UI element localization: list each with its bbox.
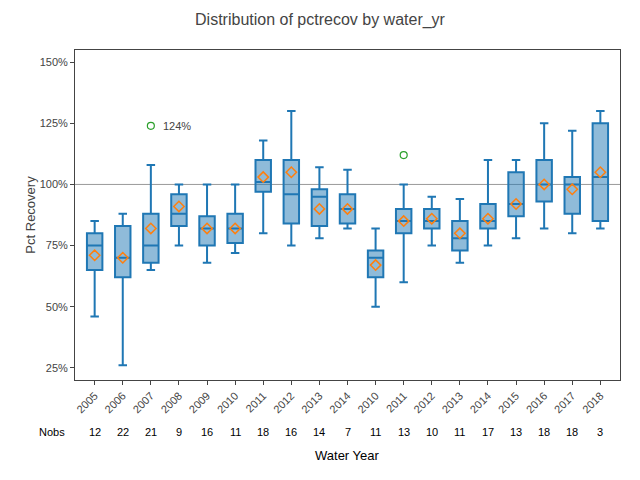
svg-text:12: 12 [89, 426, 101, 438]
svg-text:100%: 100% [40, 178, 68, 190]
svg-text:2015: 2015 [496, 390, 522, 416]
svg-text:2006: 2006 [102, 390, 128, 416]
svg-text:22: 22 [117, 426, 129, 438]
svg-text:2011: 2011 [243, 390, 268, 415]
svg-text:2013: 2013 [439, 390, 465, 416]
svg-text:150%: 150% [40, 56, 68, 68]
svg-text:2017: 2017 [552, 390, 578, 416]
svg-text:7: 7 [345, 426, 351, 438]
svg-text:2007: 2007 [130, 390, 156, 416]
svg-text:14: 14 [313, 426, 325, 438]
svg-text:21: 21 [145, 426, 157, 438]
svg-text:25%: 25% [46, 362, 68, 374]
svg-text:10: 10 [426, 426, 438, 438]
svg-text:125%: 125% [40, 117, 68, 129]
svg-text:11: 11 [370, 426, 381, 438]
svg-text:2010: 2010 [215, 390, 241, 416]
svg-text:2009: 2009 [187, 390, 213, 416]
svg-text:2011: 2011 [384, 390, 409, 415]
svg-text:2008: 2008 [158, 390, 184, 416]
svg-text:50%: 50% [46, 301, 68, 313]
svg-text:75%: 75% [46, 239, 68, 251]
svg-text:2012: 2012 [271, 390, 297, 416]
svg-text:17: 17 [482, 426, 494, 438]
svg-text:16: 16 [201, 426, 213, 438]
svg-text:9: 9 [176, 426, 182, 438]
svg-text:2010: 2010 [355, 390, 381, 416]
svg-text:11: 11 [454, 426, 465, 438]
svg-text:2005: 2005 [74, 390, 100, 416]
svg-text:3: 3 [597, 426, 603, 438]
svg-text:Distribution of pctrecov by wa: Distribution of pctrecov by water_yr [195, 11, 446, 29]
svg-text:13: 13 [510, 426, 522, 438]
svg-text:124%: 124% [163, 120, 191, 132]
svg-text:2013: 2013 [299, 390, 325, 416]
svg-text:Pct Recovery: Pct Recovery [23, 176, 38, 254]
svg-text:2014: 2014 [467, 390, 493, 416]
svg-text:Nobs: Nobs [39, 426, 65, 438]
svg-text:18: 18 [566, 426, 578, 438]
svg-text:Water Year: Water Year [315, 448, 380, 463]
svg-text:16: 16 [285, 426, 297, 438]
svg-text:2018: 2018 [580, 390, 606, 416]
svg-text:2016: 2016 [524, 390, 550, 416]
svg-text:11: 11 [230, 426, 241, 438]
svg-text:2014: 2014 [327, 390, 353, 416]
svg-text:18: 18 [538, 426, 550, 438]
svg-text:2012: 2012 [411, 390, 437, 416]
svg-text:18: 18 [257, 426, 269, 438]
svg-text:13: 13 [398, 426, 410, 438]
